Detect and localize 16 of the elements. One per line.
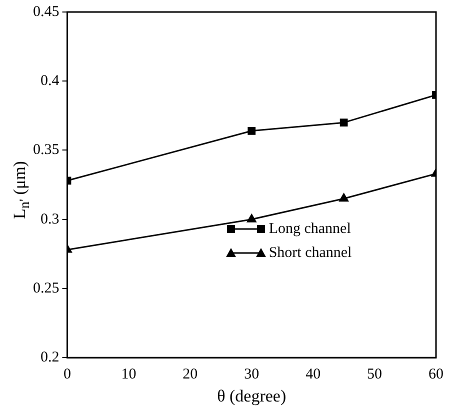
y-tick-label: 0.2 — [40, 350, 60, 366]
x-tick-label: 20 — [182, 366, 198, 383]
legend-label: Short channel — [268, 244, 352, 264]
x-tick-label: 40 — [306, 366, 321, 383]
y-tick-label: 0.35 — [33, 142, 60, 158]
y-tick-label: 0.45 — [33, 4, 60, 20]
x-tick-label: 60 — [428, 366, 444, 383]
y-tick-label: 0.3 — [40, 211, 60, 228]
y-tick-label: 0.4 — [40, 73, 60, 90]
x-tick-label: 10 — [121, 366, 136, 383]
x-tick-label: 50 — [367, 366, 382, 383]
x-tick-label: 0 — [64, 366, 71, 383]
x-tick-label: 30 — [244, 366, 260, 383]
x-axis-title: θ (degree) — [217, 386, 286, 406]
legend-label: Long channel — [268, 220, 351, 240]
y-tick-label: 0.25 — [33, 280, 60, 296]
